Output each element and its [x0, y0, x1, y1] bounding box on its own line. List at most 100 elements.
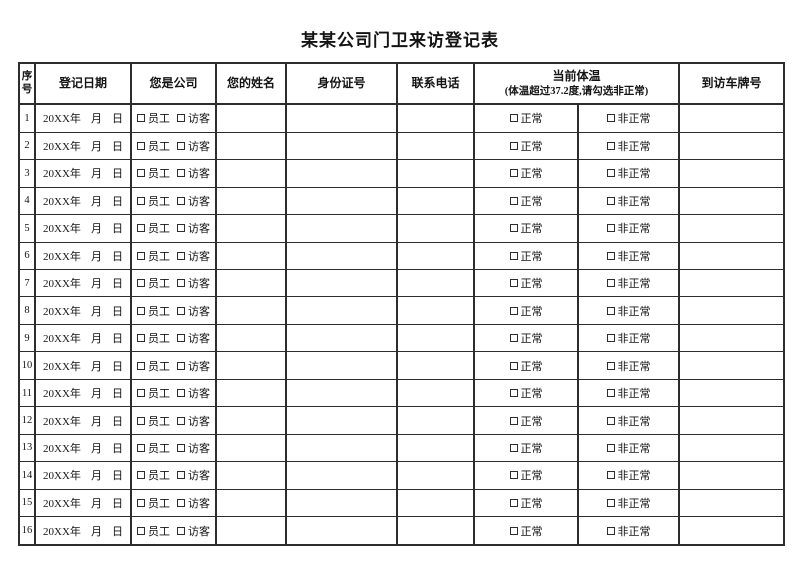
date-cell[interactable]: 20XX年 月 日	[34, 351, 132, 380]
id-number-input-cell[interactable]	[285, 406, 398, 435]
name-input-cell[interactable]	[215, 351, 287, 380]
name-input-cell[interactable]	[215, 488, 287, 518]
date-cell[interactable]: 20XX年 月 日	[34, 516, 132, 546]
temp-normal-checkbox[interactable]: 正常	[509, 110, 543, 126]
plate-input-cell[interactable]	[678, 159, 785, 188]
temp-abnormal-checkbox[interactable]: 非正常	[606, 138, 651, 154]
plate-input-cell[interactable]	[678, 241, 785, 271]
visitor-checkbox[interactable]: 访客	[177, 248, 210, 264]
id-number-input-cell[interactable]	[285, 296, 398, 325]
temp-abnormal-checkbox[interactable]: 非正常	[606, 220, 651, 236]
id-number-input-cell[interactable]	[285, 159, 398, 188]
temp-abnormal-checkbox[interactable]: 非正常	[606, 330, 651, 346]
temp-normal-checkbox[interactable]: 正常	[509, 467, 543, 483]
phone-input-cell[interactable]	[396, 186, 475, 216]
visitor-checkbox[interactable]: 访客	[177, 303, 210, 319]
visitor-checkbox[interactable]: 访客	[177, 275, 210, 291]
date-cell[interactable]: 20XX年 月 日	[34, 241, 132, 271]
employee-checkbox[interactable]: 员工	[137, 220, 170, 236]
temp-abnormal-checkbox[interactable]: 非正常	[606, 110, 651, 126]
id-number-input-cell[interactable]	[285, 323, 398, 353]
phone-input-cell[interactable]	[396, 378, 475, 408]
date-cell[interactable]: 20XX年 月 日	[34, 406, 132, 435]
plate-input-cell[interactable]	[678, 433, 785, 463]
plate-input-cell[interactable]	[678, 406, 785, 435]
employee-checkbox[interactable]: 员工	[137, 275, 170, 291]
plate-input-cell[interactable]	[678, 214, 785, 243]
plate-input-cell[interactable]	[678, 131, 785, 161]
date-cell[interactable]: 20XX年 月 日	[34, 461, 132, 490]
name-input-cell[interactable]	[215, 159, 287, 188]
visitor-checkbox[interactable]: 访客	[177, 467, 210, 483]
visitor-checkbox[interactable]: 访客	[177, 440, 210, 456]
employee-checkbox[interactable]: 员工	[137, 248, 170, 264]
temp-abnormal-checkbox[interactable]: 非正常	[606, 165, 651, 181]
phone-input-cell[interactable]	[396, 351, 475, 380]
phone-input-cell[interactable]	[396, 461, 475, 490]
phone-input-cell[interactable]	[396, 323, 475, 353]
name-input-cell[interactable]	[215, 461, 287, 490]
temp-normal-checkbox[interactable]: 正常	[509, 523, 543, 539]
id-number-input-cell[interactable]	[285, 103, 398, 133]
date-cell[interactable]: 20XX年 月 日	[34, 186, 132, 216]
plate-input-cell[interactable]	[678, 296, 785, 325]
phone-input-cell[interactable]	[396, 131, 475, 161]
temp-abnormal-checkbox[interactable]: 非正常	[606, 193, 651, 209]
visitor-checkbox[interactable]: 访客	[177, 413, 210, 429]
visitor-checkbox[interactable]: 访客	[177, 110, 210, 126]
plate-input-cell[interactable]	[678, 103, 785, 133]
plate-input-cell[interactable]	[678, 323, 785, 353]
name-input-cell[interactable]	[215, 214, 287, 243]
visitor-checkbox[interactable]: 访客	[177, 495, 210, 511]
temp-abnormal-checkbox[interactable]: 非正常	[606, 523, 651, 539]
employee-checkbox[interactable]: 员工	[137, 193, 170, 209]
name-input-cell[interactable]	[215, 269, 287, 298]
temp-abnormal-checkbox[interactable]: 非正常	[606, 358, 651, 374]
employee-checkbox[interactable]: 员工	[137, 413, 170, 429]
phone-input-cell[interactable]	[396, 159, 475, 188]
id-number-input-cell[interactable]	[285, 241, 398, 271]
employee-checkbox[interactable]: 员工	[137, 358, 170, 374]
plate-input-cell[interactable]	[678, 351, 785, 380]
temp-normal-checkbox[interactable]: 正常	[509, 275, 543, 291]
id-number-input-cell[interactable]	[285, 186, 398, 216]
temp-abnormal-checkbox[interactable]: 非正常	[606, 248, 651, 264]
date-cell[interactable]: 20XX年 月 日	[34, 159, 132, 188]
plate-input-cell[interactable]	[678, 516, 785, 546]
temp-abnormal-checkbox[interactable]: 非正常	[606, 467, 651, 483]
name-input-cell[interactable]	[215, 296, 287, 325]
visitor-checkbox[interactable]: 访客	[177, 220, 210, 236]
temp-abnormal-checkbox[interactable]: 非正常	[606, 303, 651, 319]
temp-normal-checkbox[interactable]: 正常	[509, 330, 543, 346]
employee-checkbox[interactable]: 员工	[137, 467, 170, 483]
id-number-input-cell[interactable]	[285, 516, 398, 546]
temp-normal-checkbox[interactable]: 正常	[509, 193, 543, 209]
name-input-cell[interactable]	[215, 323, 287, 353]
temp-abnormal-checkbox[interactable]: 非正常	[606, 440, 651, 456]
temp-normal-checkbox[interactable]: 正常	[509, 138, 543, 154]
phone-input-cell[interactable]	[396, 103, 475, 133]
date-cell[interactable]: 20XX年 月 日	[34, 269, 132, 298]
name-input-cell[interactable]	[215, 406, 287, 435]
employee-checkbox[interactable]: 员工	[137, 138, 170, 154]
name-input-cell[interactable]	[215, 186, 287, 216]
plate-input-cell[interactable]	[678, 461, 785, 490]
employee-checkbox[interactable]: 员工	[137, 110, 170, 126]
employee-checkbox[interactable]: 员工	[137, 303, 170, 319]
name-input-cell[interactable]	[215, 241, 287, 271]
visitor-checkbox[interactable]: 访客	[177, 358, 210, 374]
phone-input-cell[interactable]	[396, 488, 475, 518]
plate-input-cell[interactable]	[678, 186, 785, 216]
id-number-input-cell[interactable]	[285, 433, 398, 463]
date-cell[interactable]: 20XX年 月 日	[34, 323, 132, 353]
id-number-input-cell[interactable]	[285, 351, 398, 380]
visitor-checkbox[interactable]: 访客	[177, 193, 210, 209]
id-number-input-cell[interactable]	[285, 461, 398, 490]
employee-checkbox[interactable]: 员工	[137, 523, 170, 539]
temp-abnormal-checkbox[interactable]: 非正常	[606, 413, 651, 429]
id-number-input-cell[interactable]	[285, 269, 398, 298]
visitor-checkbox[interactable]: 访客	[177, 385, 210, 401]
name-input-cell[interactable]	[215, 103, 287, 133]
employee-checkbox[interactable]: 员工	[137, 330, 170, 346]
temp-abnormal-checkbox[interactable]: 非正常	[606, 495, 651, 511]
